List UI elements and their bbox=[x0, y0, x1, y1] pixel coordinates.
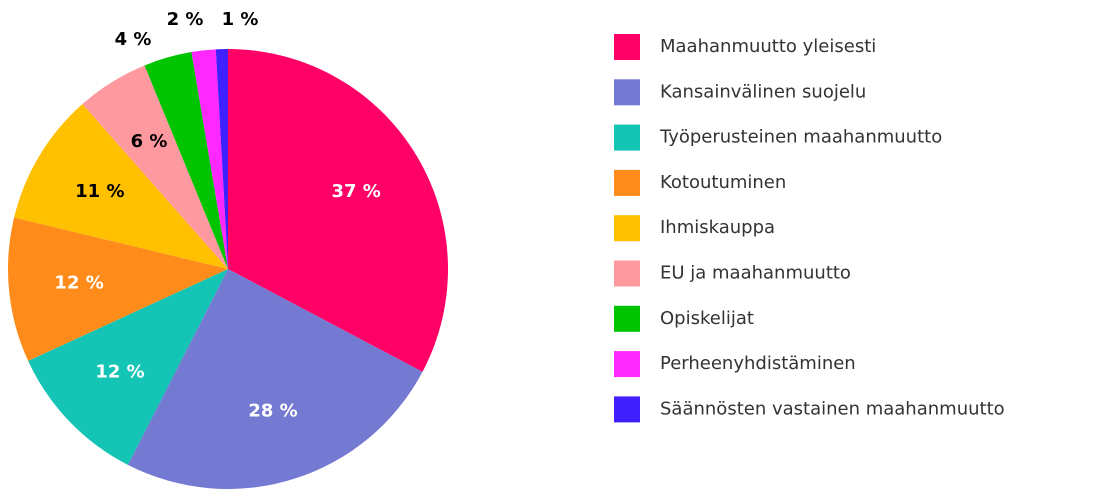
legend-label: EU ja maahanmuutto bbox=[660, 263, 851, 284]
legend-swatch bbox=[614, 34, 640, 60]
data-label: 4 % bbox=[115, 29, 152, 50]
legend-label: Perheenyhdistäminen bbox=[660, 353, 856, 374]
legend-swatch bbox=[614, 79, 640, 106]
pie-slice bbox=[28, 269, 229, 465]
legend-label: Säännösten vastainen maahanmuutto bbox=[660, 398, 1005, 419]
pie-slice bbox=[82, 65, 228, 269]
data-label: 11 % bbox=[75, 181, 124, 202]
pie-slice bbox=[14, 104, 229, 269]
legend-swatch bbox=[614, 169, 640, 196]
data-label: 2 % bbox=[167, 9, 204, 30]
data-label: 6 % bbox=[131, 131, 168, 152]
data-label: 12 % bbox=[54, 273, 103, 294]
legend-label: Työperusteinen maahanmuutto bbox=[659, 127, 942, 148]
legend-swatch bbox=[614, 124, 640, 151]
legend-swatch bbox=[614, 305, 640, 332]
legend-swatch bbox=[614, 396, 640, 423]
legend-label: Maahanmuutto yleisesti bbox=[660, 36, 876, 57]
pie-slice bbox=[144, 52, 228, 270]
legend-swatch bbox=[614, 215, 640, 242]
legend-swatch bbox=[614, 260, 640, 287]
data-label: 12 % bbox=[95, 362, 144, 383]
data-label: 1 % bbox=[222, 9, 259, 30]
legend-swatch bbox=[614, 351, 640, 378]
pie-slice bbox=[191, 49, 228, 270]
pie-slice bbox=[215, 49, 228, 269]
pie-slice bbox=[127, 269, 423, 489]
pie-slice bbox=[228, 49, 448, 372]
data-label: 28 % bbox=[248, 401, 297, 422]
legend-label: Kotoutuminen bbox=[660, 172, 786, 193]
pie-slice bbox=[7, 217, 229, 361]
data-label: 37 % bbox=[331, 181, 380, 202]
legend-label: Ihmiskauppa bbox=[660, 217, 775, 238]
legend-label: Opiskelijat bbox=[660, 308, 754, 329]
legend-label: Kansainvälinen suojelu bbox=[660, 81, 866, 102]
